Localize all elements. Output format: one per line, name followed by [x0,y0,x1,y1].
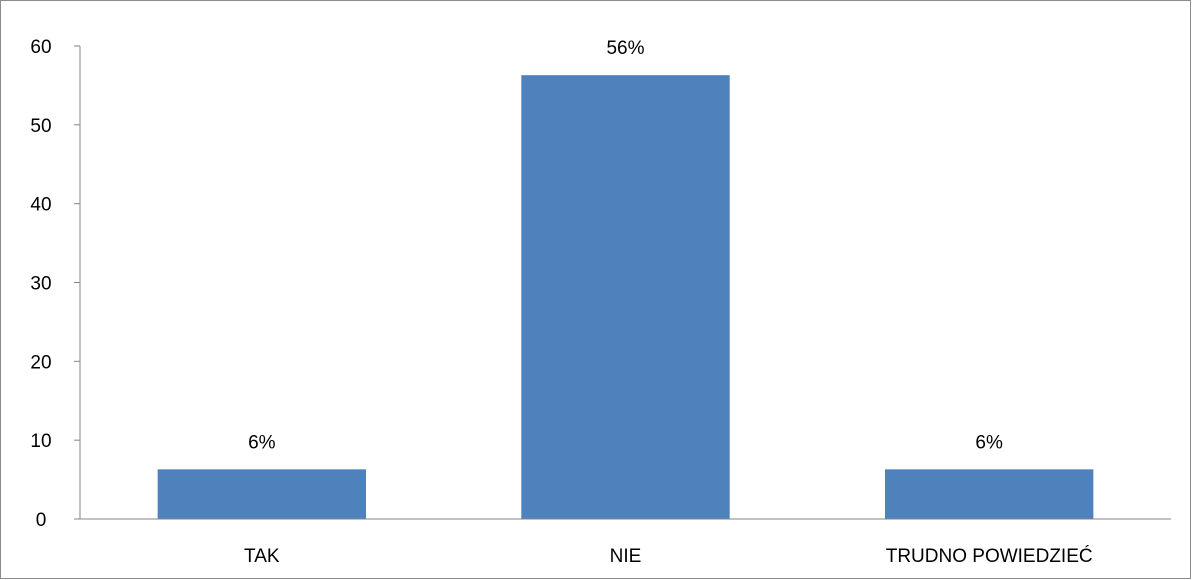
bars [157,75,1094,519]
y-tick-label: 40 [30,195,51,216]
y-axis-ticks: 0 10 20 30 40 50 60 [30,37,80,531]
x-category-label: TRUDNO POWIEDZIEĆ [886,545,1093,567]
bar-2 [521,75,730,519]
y-tick-label: 0 [36,510,47,531]
y-tick-label: 60 [30,37,51,58]
x-axis-categories: TAK NIE TRUDNO POWIEDZIEĆ [244,545,1093,567]
y-tick-label: 20 [30,352,51,373]
y-tick-label: 10 [30,431,51,452]
bar-3 [884,469,1094,519]
bar-1 [157,469,367,519]
y-tick-label: 50 [30,116,51,137]
data-label: 56% [606,38,644,59]
data-label: 6% [975,432,1003,453]
x-category-label: TAK [244,546,280,567]
data-labels: 6% 56% 6% [248,38,1003,453]
y-tick-label: 30 [30,274,51,295]
data-label: 6% [248,432,276,453]
x-category-label: NIE [610,546,642,567]
